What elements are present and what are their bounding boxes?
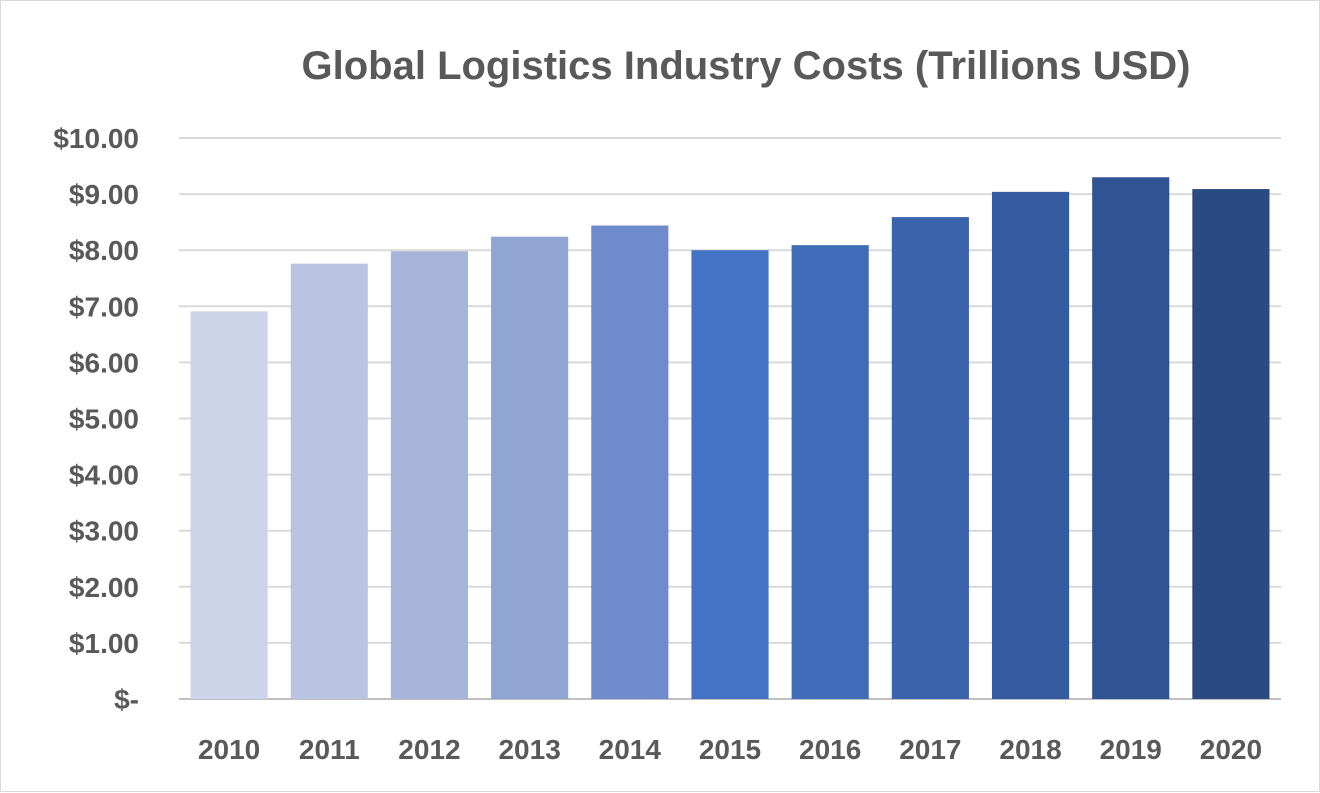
y-tick-label: $7.00 bbox=[69, 291, 139, 322]
bar-2018 bbox=[991, 191, 1070, 699]
bar-2015 bbox=[691, 250, 769, 699]
x-tick-label: 2010 bbox=[198, 734, 260, 765]
y-tick-label: $10.00 bbox=[53, 123, 139, 154]
x-tick-label: 2015 bbox=[699, 734, 761, 765]
y-tick-label: $2.00 bbox=[69, 572, 139, 603]
bar-2016 bbox=[791, 245, 869, 699]
y-tick-label: $1.00 bbox=[69, 628, 139, 659]
x-tick-label: 2016 bbox=[799, 734, 861, 765]
bar-2019 bbox=[1092, 177, 1170, 699]
bar-2010 bbox=[190, 311, 268, 699]
bar-2014 bbox=[591, 225, 669, 700]
y-tick-label: $5.00 bbox=[69, 404, 139, 435]
bar-2012 bbox=[390, 251, 469, 699]
x-tick-label: 2013 bbox=[498, 734, 560, 765]
y-tick-label: $- bbox=[114, 684, 139, 715]
bar-2013 bbox=[491, 236, 569, 699]
y-tick-label: $8.00 bbox=[69, 235, 139, 266]
chart-title: Global Logistics Industry Costs (Trillio… bbox=[302, 44, 1191, 88]
x-tick-label: 2014 bbox=[599, 734, 662, 765]
bar-2020 bbox=[1192, 189, 1270, 699]
y-tick-label: $4.00 bbox=[69, 460, 139, 491]
y-tick-label: $9.00 bbox=[69, 179, 139, 210]
x-tick-label: 2018 bbox=[999, 734, 1061, 765]
y-tick-label: $6.00 bbox=[69, 347, 139, 378]
bar-2017 bbox=[891, 217, 969, 699]
x-tick-label: 2020 bbox=[1200, 734, 1262, 765]
bar-2011 bbox=[290, 263, 368, 699]
x-tick-label: 2012 bbox=[398, 734, 460, 765]
x-tick-label: 2017 bbox=[899, 734, 961, 765]
x-tick-label: 2019 bbox=[1100, 734, 1162, 765]
y-tick-label: $3.00 bbox=[69, 516, 139, 547]
x-tick-label: 2011 bbox=[299, 734, 360, 765]
